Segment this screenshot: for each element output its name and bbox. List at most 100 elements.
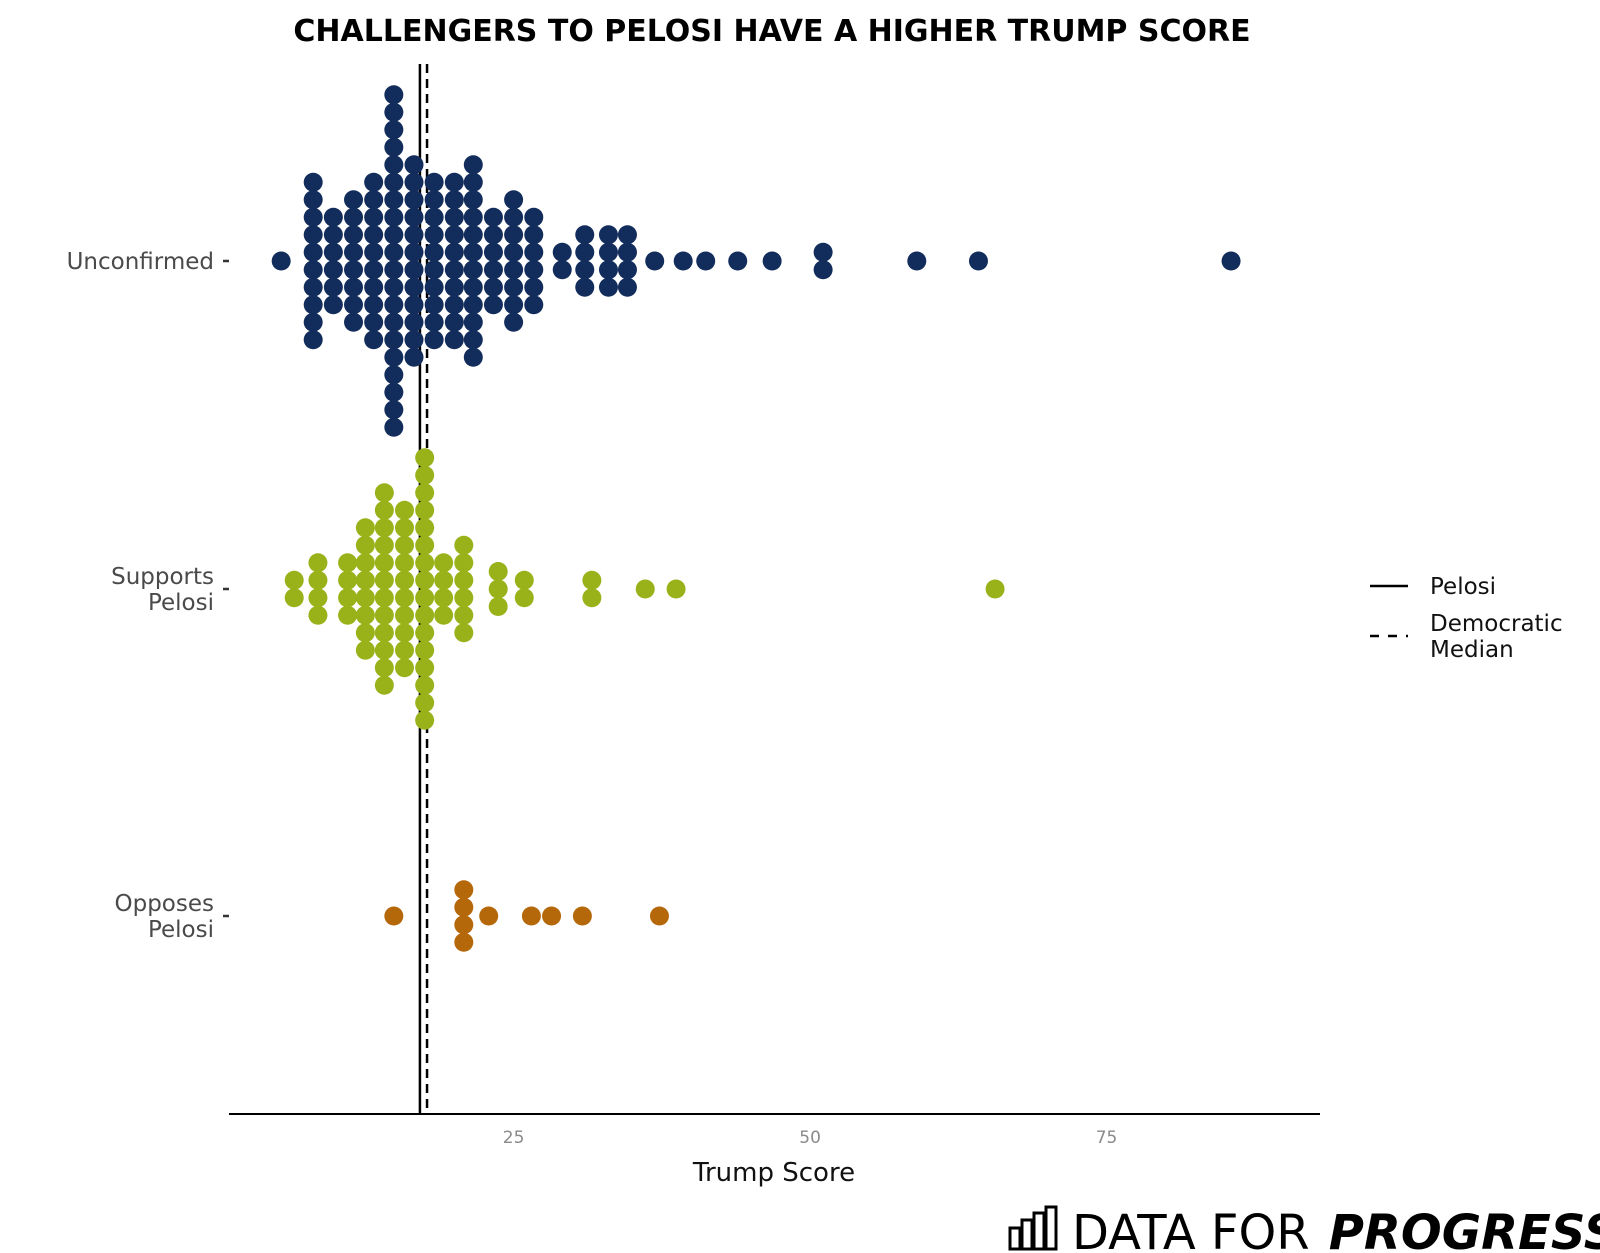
data-point-unconfirmed xyxy=(762,251,782,271)
data-point-unconfirmed xyxy=(424,312,444,332)
data-point-supports xyxy=(308,570,328,590)
data-point-unconfirmed xyxy=(323,242,343,262)
data-point-unconfirmed xyxy=(404,312,424,332)
data-point-supports xyxy=(454,535,474,555)
data-point-unconfirmed xyxy=(645,251,665,271)
data-point-supports xyxy=(355,640,375,660)
data-point-unconfirmed xyxy=(813,242,833,262)
data-point-opposes xyxy=(454,897,474,917)
data-point-supports xyxy=(415,693,435,713)
data-point-supports xyxy=(308,588,328,608)
x-tick-label: 50 xyxy=(799,1128,821,1148)
legend-label: Median xyxy=(1430,637,1514,663)
data-point-unconfirmed xyxy=(344,277,364,297)
data-point-supports xyxy=(355,518,375,538)
data-point-unconfirmed xyxy=(483,242,503,262)
data-point-unconfirmed xyxy=(384,207,404,227)
data-point-unconfirmed xyxy=(598,277,618,297)
data-point-unconfirmed xyxy=(303,225,323,245)
data-point-supports xyxy=(415,465,435,485)
data-point-supports xyxy=(395,518,415,538)
data-point-supports xyxy=(415,553,435,573)
y-category-label: Pelosi xyxy=(148,590,214,616)
data-point-unconfirmed xyxy=(524,295,544,315)
data-point-unconfirmed xyxy=(364,207,384,227)
data-point-supports xyxy=(395,500,415,520)
data-point-unconfirmed xyxy=(575,260,595,280)
data-point-unconfirmed xyxy=(524,242,544,262)
data-point-unconfirmed xyxy=(575,277,595,297)
data-point-opposes xyxy=(521,906,541,926)
data-point-unconfirmed xyxy=(384,365,404,385)
data-point-supports xyxy=(985,579,1005,599)
data-point-supports xyxy=(374,623,394,643)
data-point-unconfirmed xyxy=(384,190,404,210)
data-point-supports xyxy=(395,588,415,608)
data-point-unconfirmed xyxy=(404,277,424,297)
data-point-supports xyxy=(355,535,375,555)
data-point-unconfirmed xyxy=(504,190,524,210)
data-point-supports xyxy=(415,500,435,520)
data-point-unconfirmed xyxy=(463,172,483,192)
data-point-supports xyxy=(434,588,454,608)
legend-label: Pelosi xyxy=(1430,574,1496,600)
data-point-supports xyxy=(488,597,508,616)
data-point-unconfirmed xyxy=(384,382,404,402)
data-point-supports xyxy=(338,588,358,608)
data-point-unconfirmed xyxy=(444,242,464,262)
data-point-supports xyxy=(308,553,328,573)
data-point-supports xyxy=(635,579,655,599)
y-category-label: Pelosi xyxy=(148,917,214,943)
data-point-unconfirmed xyxy=(907,251,927,271)
data-point-unconfirmed xyxy=(552,260,572,280)
data-point-supports xyxy=(454,553,474,573)
data-point-unconfirmed xyxy=(303,207,323,227)
data-point-unconfirmed xyxy=(303,295,323,315)
data-point-unconfirmed xyxy=(463,312,483,332)
data-point-unconfirmed xyxy=(303,242,323,262)
data-point-supports xyxy=(395,553,415,573)
data-point-unconfirmed xyxy=(463,260,483,280)
data-point-unconfirmed xyxy=(384,242,404,262)
data-point-unconfirmed xyxy=(504,312,524,332)
data-point-unconfirmed xyxy=(483,295,503,315)
data-point-supports xyxy=(395,605,415,625)
data-point-unconfirmed xyxy=(404,347,424,367)
data-point-unconfirmed xyxy=(598,225,618,245)
data-point-unconfirmed xyxy=(552,242,572,262)
data-point-supports xyxy=(355,553,375,573)
data-point-unconfirmed xyxy=(364,312,384,332)
data-point-unconfirmed xyxy=(575,225,595,245)
data-point-supports xyxy=(454,623,474,643)
data-point-unconfirmed xyxy=(575,242,595,262)
data-point-unconfirmed xyxy=(813,260,833,280)
data-point-supports xyxy=(374,588,394,608)
data-point-unconfirmed xyxy=(463,225,483,245)
data-point-unconfirmed xyxy=(463,190,483,210)
data-point-unconfirmed xyxy=(384,330,404,350)
brand-logo: DATA FOR PROGRESS xyxy=(1008,1205,1600,1253)
data-point-unconfirmed xyxy=(303,277,323,297)
data-point-opposes xyxy=(454,932,474,952)
data-point-supports xyxy=(374,570,394,590)
data-point-unconfirmed xyxy=(617,242,637,262)
data-point-unconfirmed xyxy=(303,330,323,350)
data-point-supports xyxy=(395,623,415,643)
data-point-unconfirmed xyxy=(384,225,404,245)
data-point-supports xyxy=(374,483,394,503)
data-point-supports xyxy=(284,588,304,608)
data-point-supports xyxy=(454,570,474,590)
data-point-unconfirmed xyxy=(384,260,404,280)
data-point-supports xyxy=(415,658,435,678)
data-point-supports xyxy=(355,570,375,590)
data-point-unconfirmed xyxy=(463,347,483,367)
x-axis-label: Trump Score xyxy=(692,1158,855,1188)
data-point-unconfirmed xyxy=(483,225,503,245)
brand-name: DATA FOR PROGRESS xyxy=(1072,1205,1600,1253)
data-point-supports xyxy=(514,570,534,590)
data-point-unconfirmed xyxy=(444,172,464,192)
data-point-supports xyxy=(454,588,474,608)
data-point-unconfirmed xyxy=(463,295,483,315)
data-point-opposes xyxy=(454,880,474,900)
